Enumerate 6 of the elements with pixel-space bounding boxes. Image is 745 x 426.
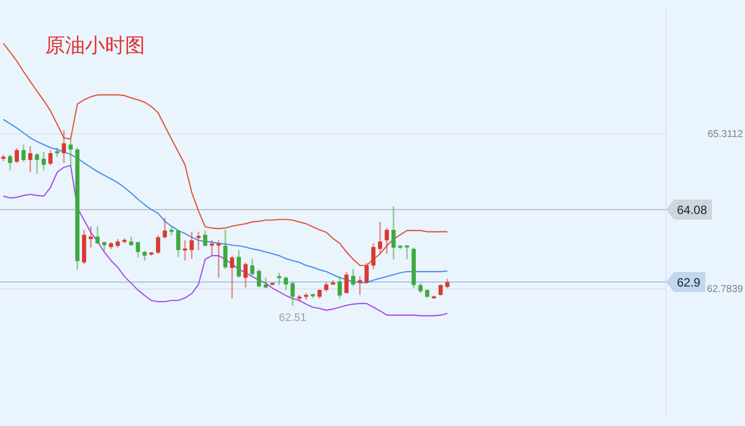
- y-tick-label: 65.3112: [708, 128, 744, 140]
- text: 原油小时图: [45, 34, 145, 59]
- ref-line-label: 64.08: [677, 202, 708, 217]
- annotation: 62.51: [278, 312, 306, 324]
- ref-line-label: 62.9: [677, 275, 701, 290]
- y-tick-label: 62.7839: [706, 284, 744, 295]
